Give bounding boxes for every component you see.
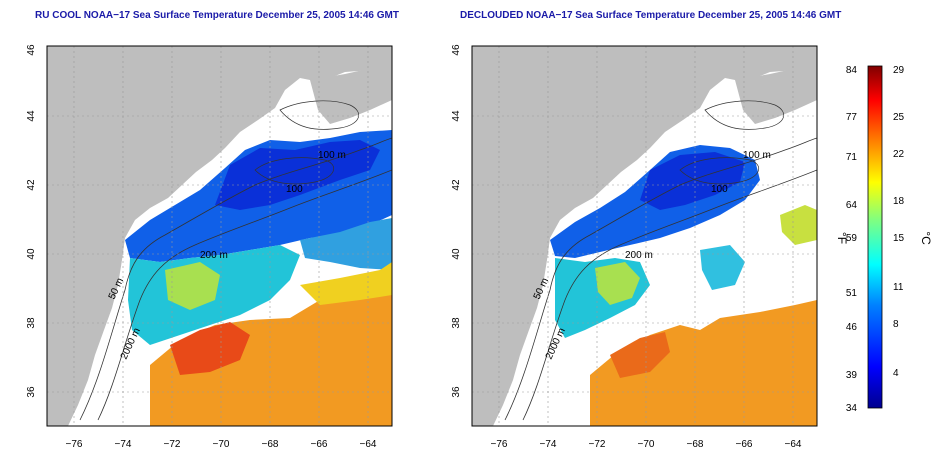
right-x-tick: −70	[638, 439, 655, 450]
colorbar-fahrenheit-label: °F	[835, 232, 849, 244]
right-land-nova-scotia	[735, 62, 817, 124]
left-contour-shelf	[79, 137, 392, 421]
right-sst-patch-yellow	[780, 205, 817, 245]
left-x-tick: −70	[213, 439, 230, 450]
colorbar-f-tick: 71	[846, 152, 858, 163]
left-land-nova-scotia	[310, 62, 392, 124]
right-sst-deepcold	[640, 152, 745, 210]
right-contour-2000	[522, 169, 817, 421]
left-x-tick: −76	[66, 439, 83, 450]
left-y-tick: 40	[26, 248, 37, 260]
right-contour-shelf	[504, 137, 817, 421]
left-sst-hot	[170, 322, 250, 375]
colorbar-f-tick: 77	[846, 112, 858, 123]
left-sst-east-mid	[300, 218, 392, 270]
right-sst-hot	[610, 332, 670, 378]
right-x-ticks: −76 −74 −72 −70 −68 −66 −64	[491, 439, 802, 450]
left-x-tick: −68	[262, 439, 279, 450]
left-contour-2000	[97, 169, 392, 421]
colorbar-celsius-ticks: 29 25 22 18 15 11 8 4	[893, 65, 905, 379]
left-land	[47, 46, 392, 426]
left-x-tick: −72	[164, 439, 181, 450]
right-y-tick: 38	[451, 317, 462, 329]
right-sst-green	[595, 262, 640, 305]
right-y-tick: 36	[451, 386, 462, 398]
right-x-tick: −72	[589, 439, 606, 450]
right-y-tick: 42	[451, 179, 462, 191]
colorbar: 84 77 71 64 59 51 46 39 34 29 25 22 18 1…	[835, 65, 933, 414]
colorbar-ramp	[867, 65, 883, 409]
colorbar-f-tick: 39	[846, 370, 858, 381]
colorbar-c-tick: 11	[893, 282, 904, 293]
right-panel-title: DECLOUDED NOAA−17 Sea Surface Temperatur…	[460, 10, 842, 21]
right-map: 100 m 100 200 m 50 m 2000 m −76 −74 −72 …	[451, 44, 818, 450]
colorbar-fahrenheit-ticks: 84 77 71 64 59 51 46 39 34	[846, 65, 858, 414]
right-grid	[472, 46, 817, 426]
right-y-tick: 46	[451, 44, 462, 56]
left-x-ticks: −76 −74 −72 −70 −68 −66 −64	[66, 439, 377, 450]
left-map-frame	[46, 45, 393, 427]
left-map: 100 m 100 200 m 50 m 2000 m −76 −74 −72 …	[26, 44, 393, 450]
colorbar-f-tick: 51	[846, 288, 858, 299]
left-contour-georges	[254, 157, 335, 185]
left-x-tick: −64	[360, 439, 377, 450]
right-contour-georges	[679, 157, 760, 185]
left-contour-gom	[279, 100, 360, 130]
left-contour-label-100: 100	[286, 184, 303, 195]
left-panel-title: RU COOL NOAA−17 Sea Surface Temperature …	[35, 10, 399, 21]
right-x-tick: −66	[736, 439, 753, 450]
left-x-tick: −66	[311, 439, 328, 450]
colorbar-f-tick: 46	[846, 322, 858, 333]
left-grid	[47, 46, 392, 426]
right-x-tick: −76	[491, 439, 508, 450]
right-y-ticks: 36 38 40 42 44 46	[451, 44, 462, 398]
colorbar-f-tick: 64	[846, 200, 858, 211]
colorbar-c-tick: 15	[893, 233, 905, 244]
right-x-tick: −68	[687, 439, 704, 450]
colorbar-c-tick: 22	[893, 149, 905, 160]
right-contour-gom	[704, 100, 785, 130]
colorbar-f-tick: 84	[846, 65, 858, 76]
right-y-tick: 40	[451, 248, 462, 260]
colorbar-c-tick: 25	[893, 112, 905, 123]
left-y-tick: 42	[26, 179, 37, 191]
left-y-tick: 44	[26, 110, 37, 122]
right-x-tick: −74	[540, 439, 557, 450]
right-contour-label-200m: 200 m	[625, 250, 653, 261]
left-y-tick: 46	[26, 44, 37, 56]
left-contour-label-200m: 200 m	[200, 250, 228, 261]
left-sst-green	[165, 262, 220, 310]
right-map-frame	[471, 45, 818, 427]
right-contour-label-100m: 100 m	[743, 150, 771, 161]
colorbar-f-tick: 34	[846, 403, 858, 414]
left-contour-label-100m: 100 m	[318, 150, 346, 161]
right-x-tick: −64	[785, 439, 802, 450]
colorbar-c-tick: 29	[893, 65, 905, 76]
colorbar-c-tick: 8	[893, 319, 899, 330]
colorbar-c-tick: 4	[893, 368, 899, 379]
colorbar-f-tick: 59	[846, 233, 858, 244]
left-sst-warm	[150, 285, 392, 426]
right-land	[472, 46, 817, 426]
colorbar-c-tick: 18	[893, 196, 905, 207]
right-contour-label-100: 100	[711, 184, 728, 195]
right-sst-warm	[590, 300, 817, 426]
left-y-ticks: 36 38 40 42 44 46	[26, 44, 37, 398]
left-y-tick: 38	[26, 317, 37, 329]
right-y-tick: 44	[451, 110, 462, 122]
left-x-tick: −74	[115, 439, 132, 450]
colorbar-celsius-label: °C	[919, 231, 933, 245]
right-sst-patch-east	[700, 245, 745, 290]
left-sst-yellow	[300, 262, 392, 305]
left-y-tick: 36	[26, 386, 37, 398]
